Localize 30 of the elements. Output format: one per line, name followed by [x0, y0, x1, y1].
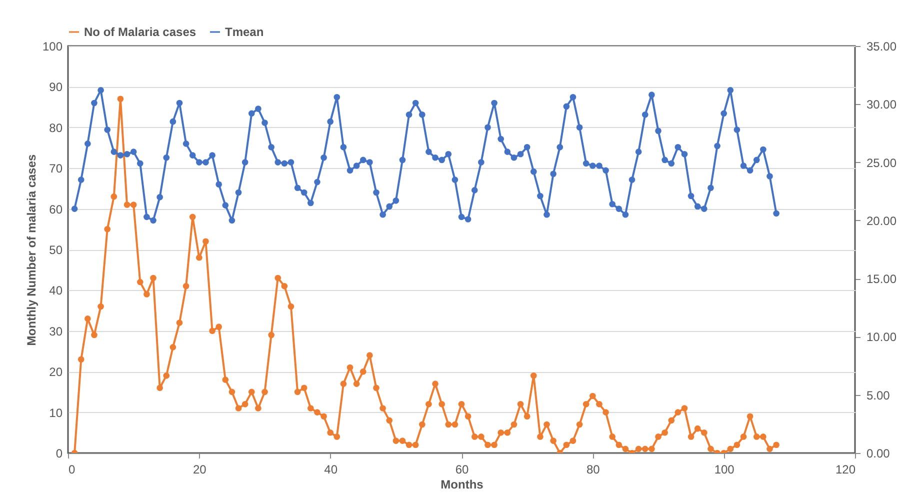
x-tick-label: 40: [324, 462, 338, 476]
y-tick-label: 70: [49, 162, 63, 176]
y-tick-label: 90: [49, 80, 63, 94]
y2-tick-label: 20.00: [866, 214, 897, 228]
y-tick-label: 20: [49, 365, 63, 380]
x-tick-label: 0: [68, 462, 76, 476]
y-tick-label: 0: [56, 446, 63, 460]
x-tick-label: 120: [835, 462, 856, 476]
y-tick-label: 40: [49, 284, 63, 298]
y2-tick-label: 0.00: [866, 446, 890, 460]
y-tick-label: 60: [49, 202, 63, 216]
x-tick-label: 60: [455, 462, 469, 476]
legend-label: Tmean: [225, 25, 264, 39]
y2-tick-label: 10.00: [866, 330, 897, 344]
y-tick-label: 10: [49, 406, 63, 420]
x-tick-label: 80: [586, 462, 600, 476]
y2-tick-label: 5.00: [866, 388, 890, 402]
x-axis-title: Months: [440, 478, 484, 492]
y-tick-label: 50: [49, 243, 63, 257]
y-tick-label: 30: [49, 324, 63, 338]
y2-tick-label: 30.00: [866, 98, 897, 112]
legend-label: No of Malaria cases: [84, 25, 196, 39]
x-tick-label: 20: [192, 462, 207, 476]
y-axis-title: Monthly Number of malaria cases: [24, 154, 38, 346]
x-tick-label: 100: [714, 462, 735, 476]
y-tick-label: 100: [42, 40, 63, 54]
y2-tick-label: 35.00: [866, 40, 897, 54]
y-tick-label: 80: [49, 120, 63, 135]
y2-tick-label: 15.00: [866, 272, 897, 286]
y2-tick-label: 25.00: [866, 156, 897, 170]
